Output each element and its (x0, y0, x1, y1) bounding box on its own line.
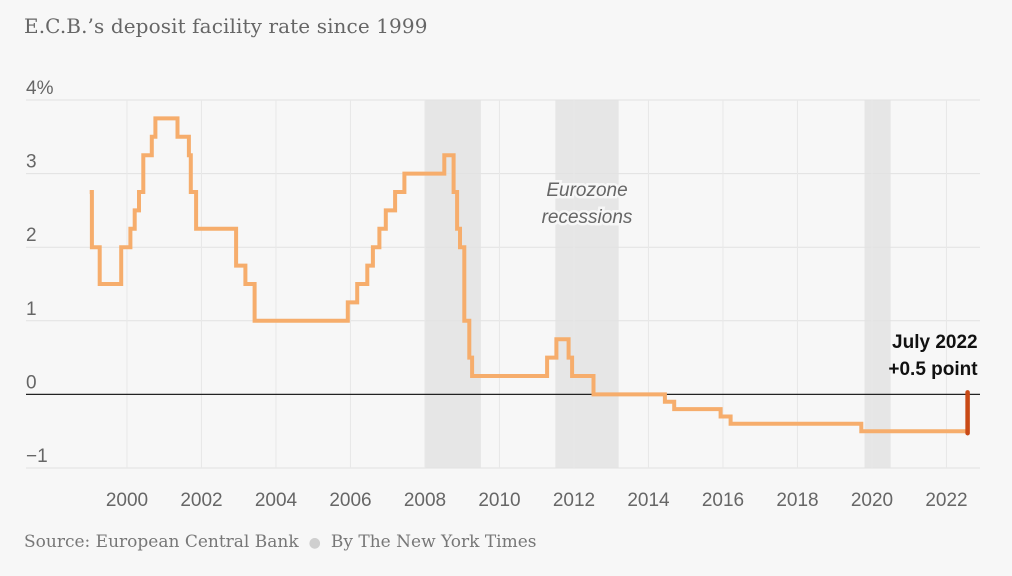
y-tick-label: 4% (26, 78, 54, 99)
separator-dot-icon: ● (308, 535, 321, 551)
annotation-line2: +0.5 point (888, 359, 978, 380)
x-tick-label: 2012 (553, 490, 595, 511)
y-tick-label: 3 (26, 152, 37, 173)
x-tick-label: 2018 (776, 490, 818, 511)
x-tick-label: 2016 (702, 490, 744, 511)
x-tick-label: 2022 (925, 490, 967, 511)
x-tick-label: 2014 (627, 490, 670, 511)
annotation-line1: July 2022 (892, 332, 978, 353)
y-tick-label: −1 (26, 446, 48, 467)
x-tick-label: 2000 (106, 490, 148, 511)
y-tick-label: 0 (26, 372, 37, 393)
x-tick-label: 2006 (329, 490, 371, 511)
x-tick-label: 2002 (180, 490, 222, 511)
recession-label-line1: Eurozone (546, 180, 627, 201)
x-tick-label: 2020 (851, 490, 893, 511)
rate-line (89, 116, 968, 434)
x-tick-label: 2010 (478, 490, 520, 511)
x-tick-label: 2008 (404, 490, 446, 511)
recession-band (555, 100, 619, 468)
y-tick-label: 2 (26, 225, 37, 246)
recession-label-line2: recessions (542, 207, 633, 228)
recession-band (864, 100, 891, 468)
x-tick-label: 2004 (255, 490, 298, 511)
y-tick-label: 1 (26, 299, 37, 320)
source-note: Source: European Central Bank (24, 532, 299, 552)
chart-footer: Source: European Central Bank ● By The New… (24, 532, 537, 552)
chart-title: E.C.B.’s deposit facility rate since 199… (24, 14, 428, 38)
byline: By The New York Times (330, 532, 537, 552)
